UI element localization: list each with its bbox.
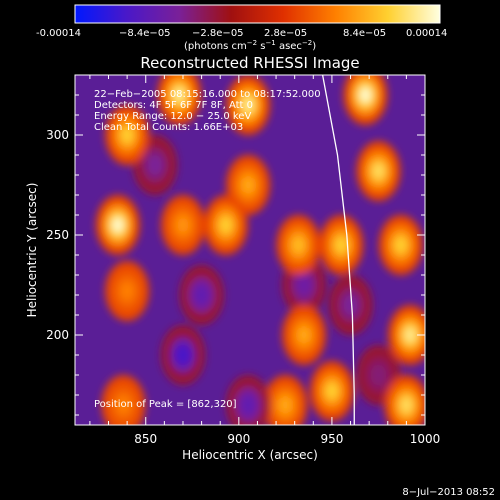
heatmap-blob	[359, 87, 371, 103]
heatmap-blob	[173, 87, 185, 103]
axis-tick-label: 900	[227, 432, 250, 446]
plot-title: Reconstructed RHESSI Image	[140, 54, 359, 72]
axes: 850 900 950 1000 200 250 300	[46, 74, 441, 446]
units-part: s	[257, 41, 265, 52]
annotation-line: Clean Total Counts: 1.66E+03	[94, 122, 243, 133]
heatmap-blob	[298, 327, 310, 343]
heatmap-blob	[175, 344, 191, 366]
heatmap-blob	[121, 127, 133, 143]
heatmap-blob	[404, 327, 416, 343]
colorbar-tick-label: 2.8e−05	[264, 28, 307, 39]
heatmap-blob	[112, 217, 124, 233]
y-axis-label: Heliocentric Y (arcsec)	[25, 183, 39, 318]
heatmap-blob	[342, 294, 359, 316]
heatmap-blob	[117, 397, 129, 413]
heatmap-blob	[193, 284, 210, 306]
x-axis-label: Heliocentric X (arcsec)	[182, 448, 318, 462]
colorbar-ticks: -0.00014 −8.4e−05 −2.8e−05 2.8e−05 8.4e−…	[36, 28, 447, 39]
heatmap-blob	[335, 237, 347, 253]
colorbar-tick-label: 0.00014	[406, 28, 447, 39]
annotation-line: Energy Range: 12.0 − 25.0 keV	[94, 111, 251, 122]
axis-tick-label: 1000	[410, 432, 441, 446]
heatmap-blob	[147, 154, 163, 176]
colorbar-tick-label: 8.4e−05	[343, 28, 386, 39]
axis-tick-label: 250	[46, 228, 69, 242]
heatmap-blob	[296, 274, 312, 296]
observation-annotation: 22−Feb−2005 08:15:16.000 to 08:17:52.000…	[94, 89, 321, 133]
axis-tick-label: 950	[320, 432, 343, 446]
units-superscript: −2	[247, 39, 257, 47]
heatmap-blob	[121, 283, 133, 299]
heatmap-blob	[242, 177, 254, 193]
annotation-line: Detectors: 4F 5F 6F 7F 8F, Att 0	[94, 100, 253, 111]
heatmap-blob	[395, 237, 407, 253]
plot-frame	[74, 74, 426, 426]
colorbar-tick-label: −2.8e−05	[192, 28, 244, 39]
heatmap-blob	[240, 394, 256, 416]
heatmap-blob	[326, 383, 338, 399]
units-superscript: −1	[265, 39, 275, 47]
colorbar	[74, 4, 441, 24]
heatmap-blob	[220, 217, 232, 233]
units-superscript: −2	[302, 39, 312, 47]
axis-tick-label: 300	[46, 128, 69, 142]
units-part: (photons cm	[184, 41, 247, 52]
axis-tick-label: 850	[134, 432, 157, 446]
solar-limb-line	[321, 75, 355, 425]
units-part: )	[312, 41, 316, 52]
heatmap-blob	[242, 97, 254, 113]
heatmap-blob	[400, 397, 412, 413]
footer-date: 8−Jul−2013 08:52	[402, 487, 495, 498]
heatmap-blob	[279, 397, 291, 413]
heatmap-blob	[372, 163, 384, 179]
annotation-line: 22−Feb−2005 08:15:16.000 to 08:17:52.000	[94, 89, 321, 100]
peak-position-label: Position of Peak = [862,320]	[94, 399, 237, 410]
heatmap-blob	[292, 237, 304, 253]
heatmap-image	[95, 75, 425, 425]
colorbar-units: (photons cm−2 s−1 asec−2)	[184, 39, 316, 52]
colorbar-tick-label: -0.00014	[36, 28, 81, 39]
colorbar-tick-label: −8.4e−05	[119, 28, 171, 39]
units-part: asec	[276, 41, 302, 52]
heatmap-blob	[177, 217, 189, 233]
axis-tick-label: 200	[46, 328, 69, 342]
heatmap-blob	[370, 364, 387, 386]
